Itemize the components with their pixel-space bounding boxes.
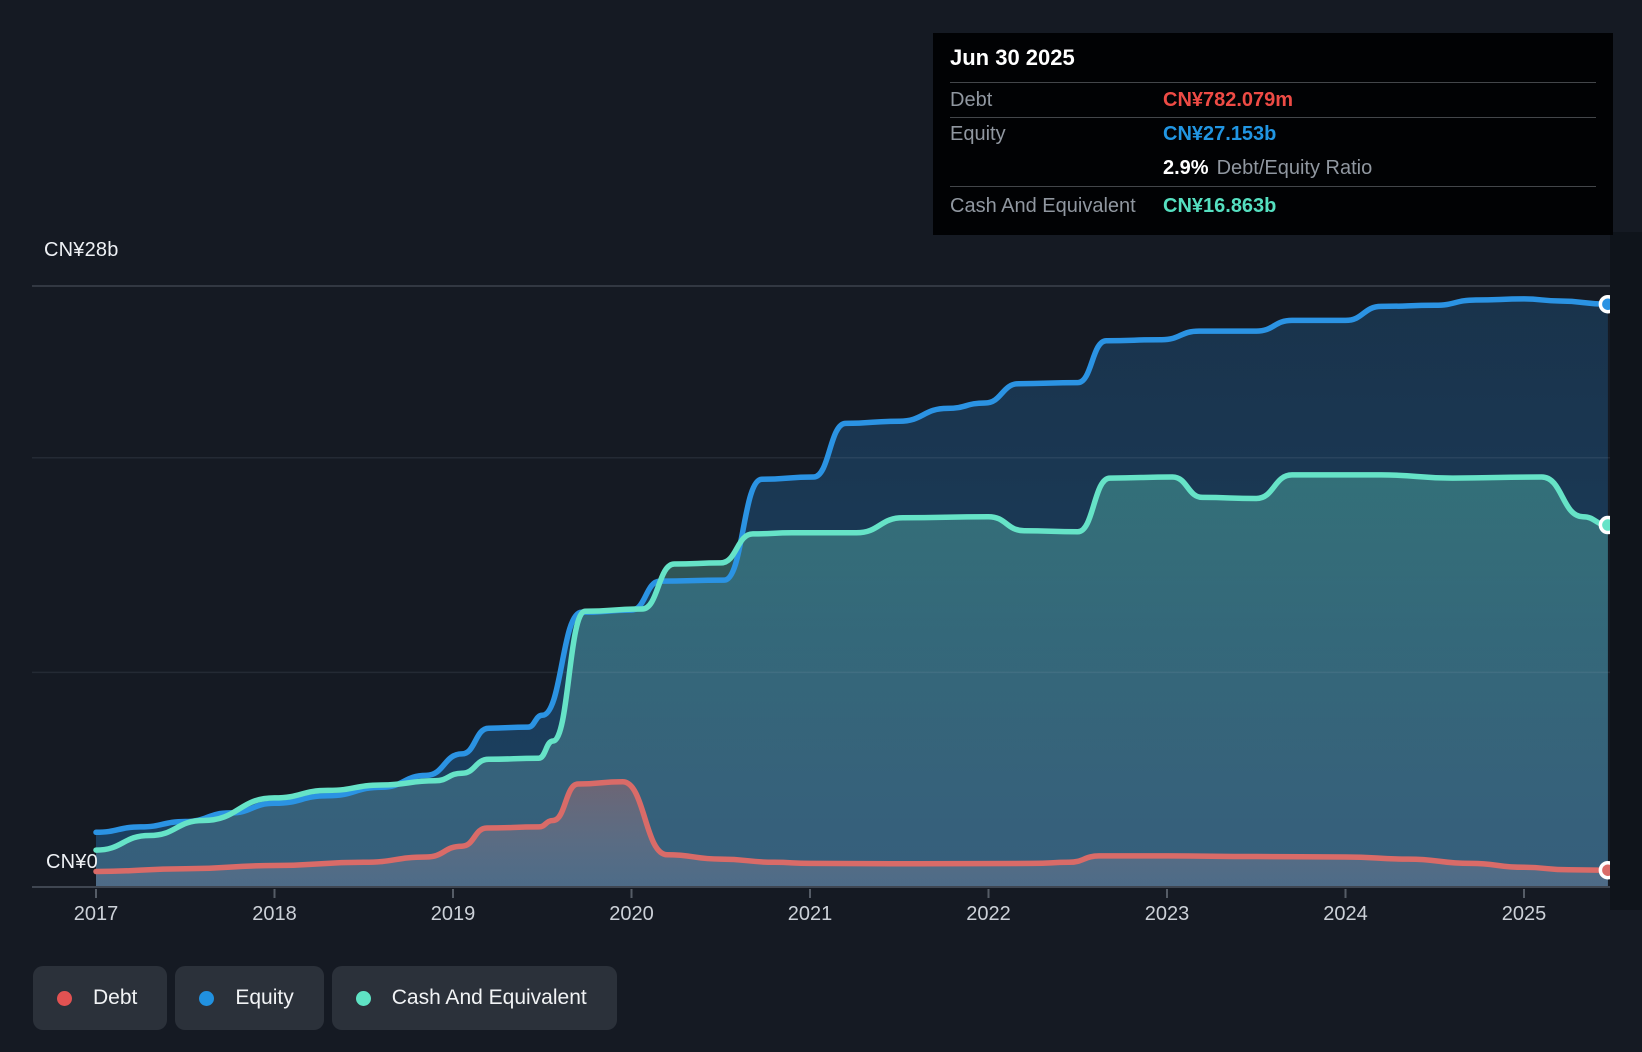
tooltip-debt-label: Debt <box>950 88 993 111</box>
y-axis-zero-label: CN¥0 <box>46 851 98 873</box>
x-tick-label-2022: 2022 <box>966 903 1011 925</box>
legend-item-debt[interactable]: Debt <box>33 966 168 1030</box>
legend-item-label: Debt <box>93 986 138 1009</box>
x-tick-label-2024: 2024 <box>1323 903 1368 925</box>
x-tick-label-2018: 2018 <box>252 903 297 925</box>
x-tick-label-2017: 2017 <box>74 903 119 925</box>
tooltip-equity-value: CN¥27.153b <box>1163 123 1277 145</box>
y-axis-max-label: CN¥28b <box>44 239 119 261</box>
debt-series-color-dot <box>57 990 72 1006</box>
x-tick-label-2021: 2021 <box>788 903 833 925</box>
tooltip-cash-value: CN¥16.863b <box>1163 194 1277 217</box>
tooltip-date: Jun 30 2025 <box>950 44 1075 70</box>
tooltip-cash-label: Cash And Equivalent <box>950 194 1136 217</box>
tooltip-separator <box>950 82 1596 83</box>
tooltip-row-equity: Equity CN¥27.153b <box>950 118 1596 151</box>
tooltip-equity-label: Equity <box>950 123 1006 145</box>
x-tick-label-2023: 2023 <box>1145 903 1190 925</box>
legend-item-equity[interactable]: Equity <box>175 966 324 1030</box>
x-tick-label-2020: 2020 <box>609 903 654 925</box>
equity-series-color-dot <box>199 990 215 1006</box>
tooltip-row-ratio: 2.9% Debt/Equity Ratio <box>950 151 1596 186</box>
chart-tooltip: Jun 30 2025 Debt CN¥782.079m Equity CN¥2… <box>933 33 1613 235</box>
plot-right-boundary-band <box>1610 232 1642 910</box>
tooltip-debt-value: CN¥782.079m <box>1163 88 1294 111</box>
cash-area <box>96 474 1608 887</box>
tooltip-ratio-value: 2.9% <box>1163 157 1209 179</box>
cash-series-color-dot <box>355 990 371 1006</box>
legend-item-label: Cash And Equivalent <box>391 986 587 1009</box>
debt-line <box>93 779 1611 875</box>
tooltip-separator <box>950 117 1596 118</box>
legend-item-label: Equity <box>235 986 294 1009</box>
chart-legend: Debt Equity Cash And Equivalent <box>33 966 617 1030</box>
tooltip-ratio-label: Debt/Equity Ratio <box>1216 157 1373 179</box>
tooltip-row-debt: Debt CN¥782.079m <box>950 83 1596 117</box>
x-tick-label-2025: 2025 <box>1502 903 1547 925</box>
cash-line <box>93 472 1611 853</box>
tooltip-separator <box>950 186 1596 187</box>
debt-area <box>96 781 1608 887</box>
tooltip-row-cash: Cash And Equivalent CN¥16.863b <box>950 187 1596 225</box>
legend-item-cash[interactable]: Cash And Equivalent <box>331 966 617 1030</box>
x-tick-label-2019: 2019 <box>431 903 476 925</box>
